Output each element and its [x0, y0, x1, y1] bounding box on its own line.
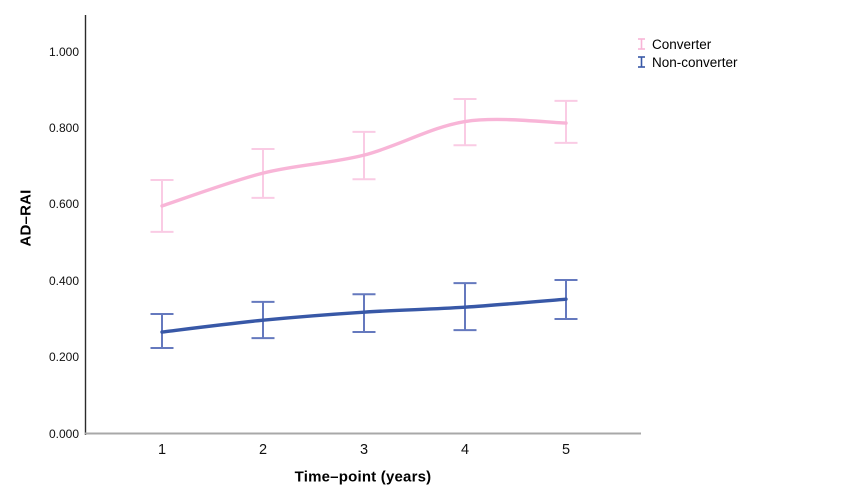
converter-errorbar-icon [638, 38, 645, 50]
series-converter-line [160, 117, 568, 208]
y-tick-label: 1.000 [48, 44, 79, 59]
x-tick-label: 2 [258, 442, 268, 458]
y-tick-label: 0.800 [48, 120, 79, 135]
x-tick-label: 4 [460, 442, 470, 458]
y-tick-label: 0.200 [48, 350, 79, 365]
legend-label-converter: Converter [652, 36, 712, 52]
y-tick-label: 0.400 [48, 273, 79, 288]
series-non-converter-line [160, 297, 568, 334]
y-tick-label: 0.600 [48, 197, 79, 212]
legend-item-non-converter: Non-converter [637, 54, 738, 70]
y-tick-label: 0.000 [48, 426, 79, 441]
x-tick-label: 5 [561, 442, 571, 458]
x-tick-label: 3 [359, 442, 369, 458]
x-tick-label: 1 [157, 442, 167, 458]
non-converter-errorbar-icon [638, 56, 645, 68]
legend: Converter Non-converter [637, 36, 738, 70]
legend-item-converter: Converter [637, 36, 738, 52]
legend-label-non-converter: Non-converter [652, 54, 738, 70]
x-axis-title: Time–point (years) [294, 468, 432, 486]
